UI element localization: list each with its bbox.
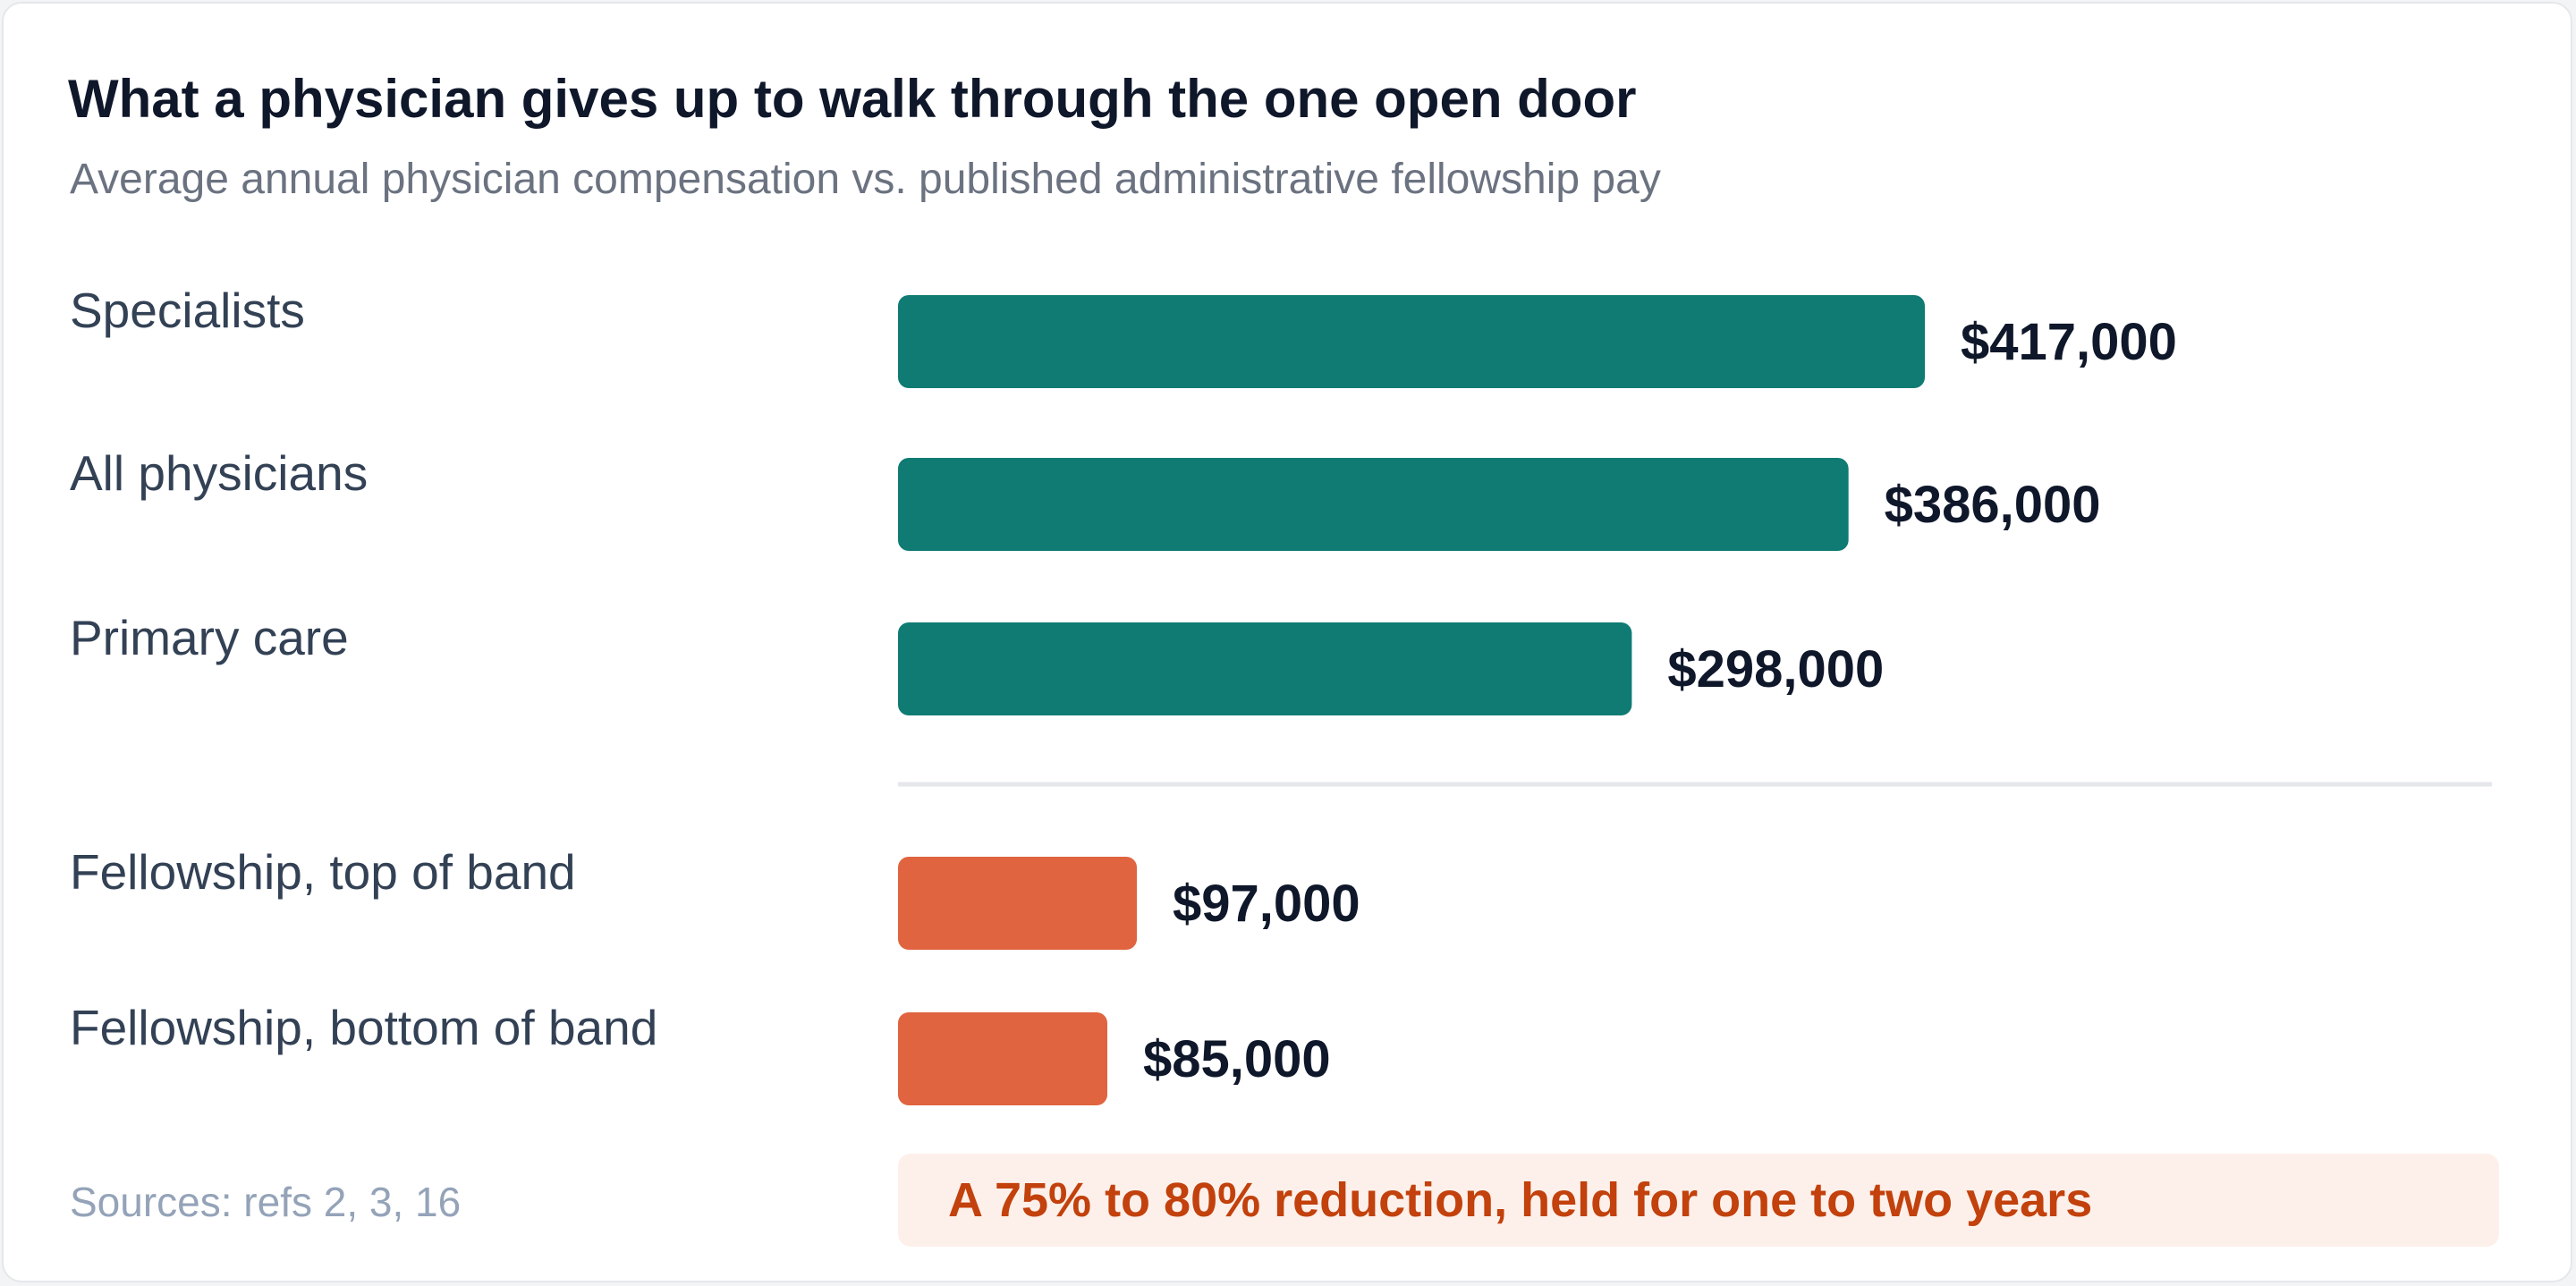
category-label: Primary care [70, 610, 349, 665]
value-label: $97,000 [1173, 875, 1360, 933]
sources-note: Sources: refs 2, 3, 16 [70, 1179, 462, 1225]
reduction-callout: A 75% to 80% reduction, held for one to … [898, 1154, 2499, 1247]
category-label: Specialists [70, 283, 305, 338]
value-label: $417,000 [1961, 313, 2177, 371]
bar-specialists [898, 295, 1925, 388]
category-label: All physicians [70, 445, 368, 501]
bar-all-physicians [898, 458, 1849, 551]
chart-subtitle: Average annual physician compensation vs… [70, 156, 1661, 203]
chart-title: What a physician gives up to walk throug… [68, 69, 1637, 129]
category-label: Fellowship, top of band [70, 844, 576, 900]
callout-text: A 75% to 80% reduction, held for one to … [948, 1173, 2093, 1227]
value-label: $298,000 [1667, 640, 1884, 698]
bar-primary-care [898, 622, 1632, 715]
value-label: $386,000 [1885, 476, 2101, 534]
category-label: Fellowship, bottom of band [70, 1000, 657, 1055]
bar-fellowship-bottom-of-band [898, 1012, 1108, 1105]
value-label: $85,000 [1143, 1030, 1331, 1088]
bar-fellowship-top-of-band [898, 857, 1138, 950]
